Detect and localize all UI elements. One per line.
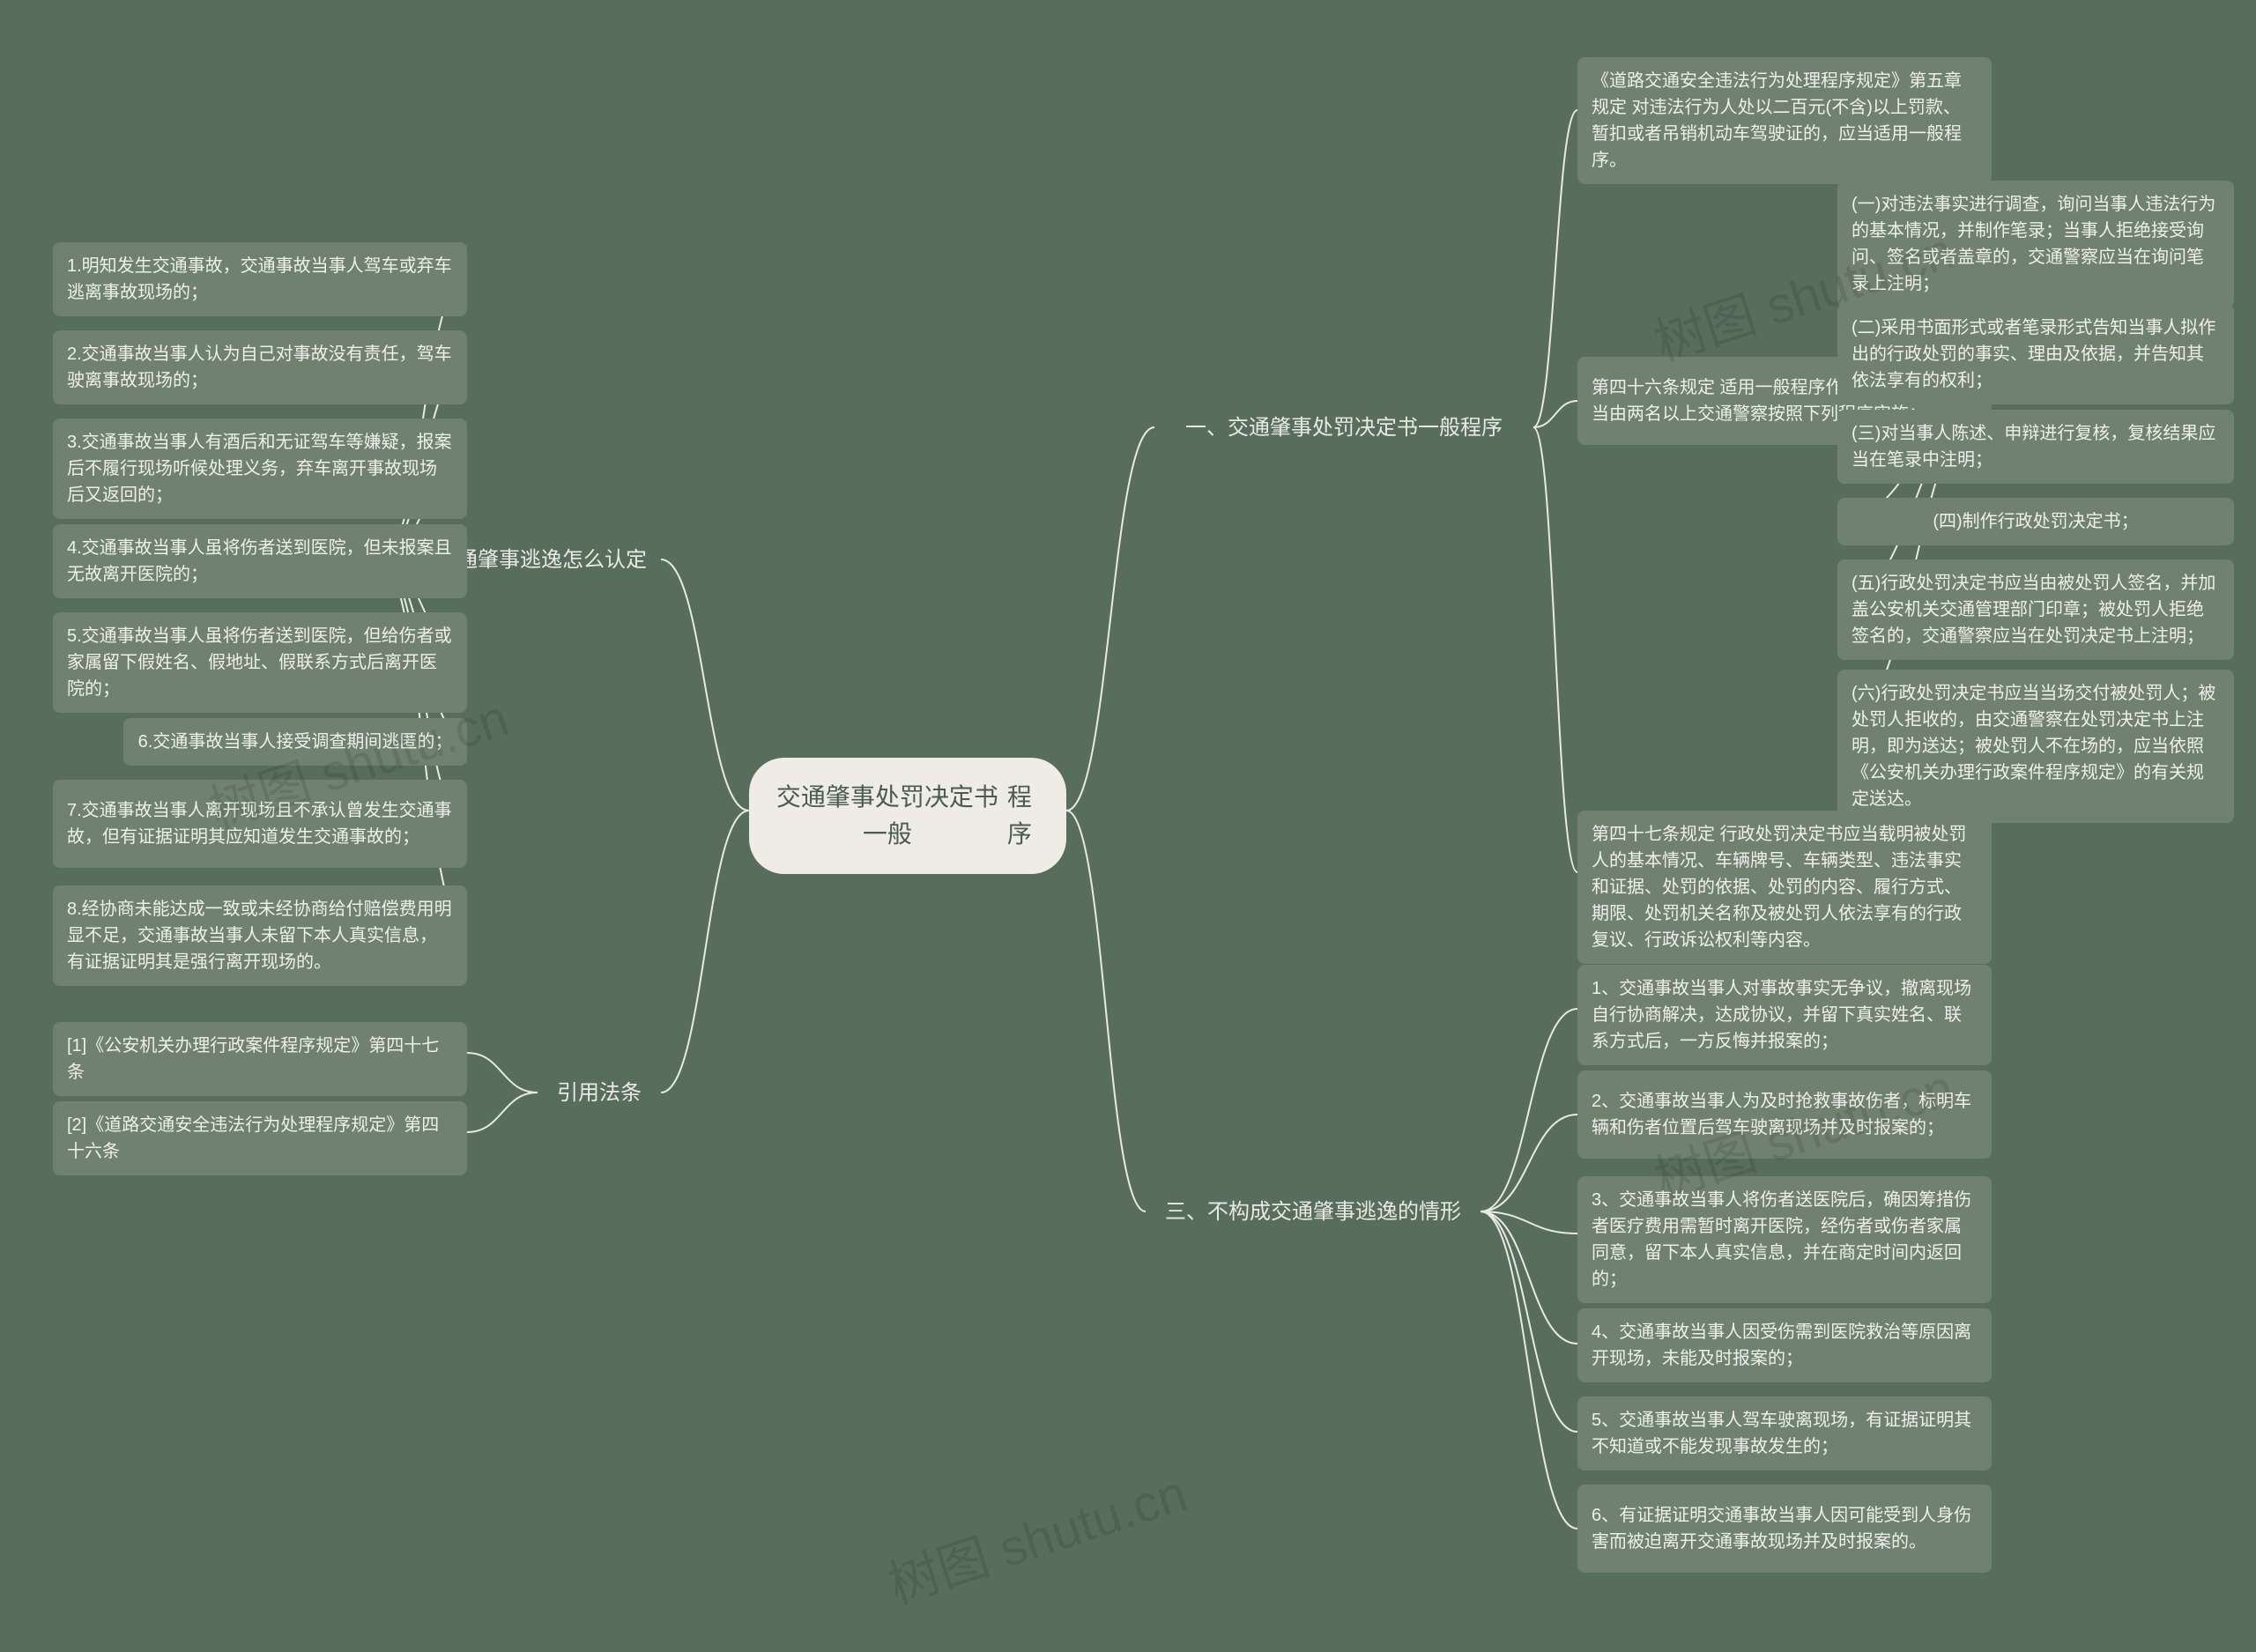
leaf-node[interactable]: 3、交通事故当事人将伤者送医院后，确因筹措伤者医疗费用需暂时离开医院，经伤者或伤… — [1577, 1176, 1992, 1303]
branch-node[interactable]: 一、交通肇事处罚决定书一般程序 — [1154, 405, 1533, 451]
leaf-node[interactable]: [2]《道路交通安全违法行为处理程序规定》第四十六条 — [53, 1101, 467, 1175]
leaf-node[interactable]: 4、交通事故当事人因受伤需到医院救治等原因离开现场，未能及时报案的； — [1577, 1308, 1992, 1382]
center-node[interactable]: 交通肇事处罚决定书一般程序 — [749, 758, 1066, 874]
leaf-node[interactable]: 第四十七条规定 行政处罚决定书应当载明被处罚人的基本情况、车辆牌号、车辆类型、违… — [1577, 811, 1992, 964]
leaf-node[interactable]: 1、交通事故当事人对事故事实无争议，撤离现场自行协商解决，达成协议，并留下真实姓… — [1577, 965, 1992, 1065]
leaf-node[interactable]: (四)制作行政处罚决定书； — [1837, 498, 2234, 545]
mindmap-canvas: 交通肇事处罚决定书一般程序 一、交通肇事处罚决定书一般程序 《道路交通安全违法行为处… — [0, 0, 2256, 1652]
leaf-node[interactable]: 5.交通事故当事人虽将伤者送到医院，但给伤者或家属留下假姓名、假地址、假联系方式… — [53, 612, 467, 713]
branch-node[interactable]: 三、不构成交通肇事逃逸的情形 — [1146, 1189, 1480, 1235]
leaf-node[interactable]: (五)行政处罚决定书应当由被处罚人签名，并加盖公安机关交通管理部门印章；被处罚人… — [1837, 559, 2234, 660]
leaf-node[interactable]: 《道路交通安全违法行为处理程序规定》第五章规定 对违法行为人处以二百元(不含)以… — [1577, 57, 1992, 184]
leaf-node[interactable]: 2、交通事故当事人为及时抢救事故伤者，标明车辆和伤者位置后驾车驶离现场并及时报案… — [1577, 1070, 1992, 1159]
leaf-node[interactable]: 2.交通事故当事人认为自己对事故没有责任，驾车驶离事故现场的； — [53, 330, 467, 404]
leaf-node[interactable]: 6、有证据证明交通事故当事人因可能受到人身伤害而被迫离开交通事故现场并及时报案的… — [1577, 1485, 1992, 1573]
leaf-node[interactable]: 8.经协商未能达成一致或未经协商给付赔偿费用明显不足，交通事故当事人未留下本人真… — [53, 885, 467, 986]
leaf-node[interactable]: 7.交通事故当事人离开现场且不承认曾发生交通事故，但有证据证明其应知道发生交通事… — [53, 780, 467, 868]
leaf-node[interactable]: 4.交通事故当事人虽将伤者送到医院，但未报案且无故离开医院的； — [53, 524, 467, 598]
leaf-node[interactable]: (六)行政处罚决定书应当当场交付被处罚人；被处罚人拒收的，由交通警察在处罚决定书… — [1837, 670, 2234, 823]
leaf-node[interactable]: (一)对违法事实进行调查，询问当事人违法行为的基本情况，并制作笔录；当事人拒绝接… — [1837, 181, 2234, 307]
leaf-node[interactable]: (二)采用书面形式或者笔录形式告知当事人拟作出的行政处罚的事实、理由及依据，并告… — [1837, 304, 2234, 404]
leaf-node[interactable]: 3.交通事故当事人有酒后和无证驾车等嫌疑，报案后不履行现场听候处理义务，弃车离开… — [53, 419, 467, 519]
leaf-node[interactable]: 6.交通事故当事人接受调查期间逃匿的； — [123, 718, 467, 766]
leaf-node[interactable]: 5、交通事故当事人驾车驶离现场，有证据证明其不知道或不能发现事故发生的； — [1577, 1396, 1992, 1471]
leaf-node[interactable]: [1]《公安机关办理行政案件程序规定》第四十七条 — [53, 1022, 467, 1096]
leaf-node[interactable]: (三)对当事人陈述、申辩进行复核，复核结果应当在笔录中注明； — [1837, 410, 2234, 484]
leaf-node[interactable]: 1.明知发生交通事故，交通事故当事人驾车或弃车逃离事故现场的； — [53, 242, 467, 316]
branch-node[interactable]: 引用法条 — [538, 1070, 661, 1116]
